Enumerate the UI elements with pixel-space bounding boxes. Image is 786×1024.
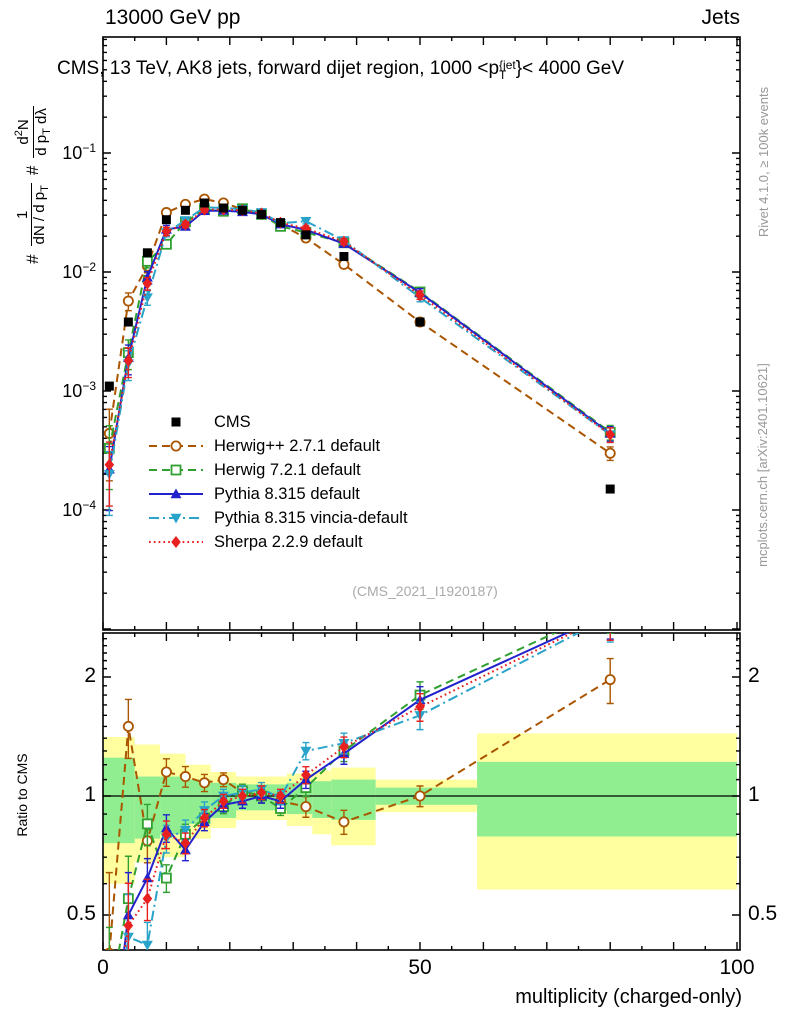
analysis-reference: (CMS_2021_I1920187) <box>352 583 498 599</box>
mcplots-watermark: mcplots.cern.ch [arXiv:2401.10621] <box>754 363 770 567</box>
x-axis-title: multiplicity (charged-only) <box>515 986 742 1008</box>
pythia-default-marker-icon <box>149 488 203 499</box>
legend-item-herwig7: Herwig 7.2.1 default <box>148 460 408 480</box>
ratio-tick-2-left: 2 <box>84 664 96 687</box>
cms-marker-icon <box>171 417 181 427</box>
plot-title: CMS, 13 TeV, AK8 jets, forward dijet reg… <box>57 58 625 82</box>
main-y-axis-label: # 1 dN / d pT # d2N d pT dλ <box>5 35 61 335</box>
rivet-version-watermark: Rivet 4.1.0, ≥ 100k events <box>755 86 771 238</box>
hash-symbol: # <box>23 254 42 264</box>
ytick-1e-2: 10−2 <box>62 260 96 282</box>
xtick-50: 50 <box>408 956 432 979</box>
ytick-1e-1: 10−1 <box>62 141 96 163</box>
legend: CMS Herwig++ 2.7.1 default Herwig 7.2.1 … <box>148 412 408 552</box>
sherpa-marker-icon <box>149 536 203 548</box>
frac1-numerator: 1 <box>14 183 33 247</box>
legend-label: Herwig++ 2.7.1 default <box>214 436 381 455</box>
ratio-tick-1-right: 1 <box>748 783 760 806</box>
ratio-tick-05-left: 0.5 <box>66 902 96 925</box>
ratio-tick-05-right: 0.5 <box>748 902 778 925</box>
legend-item-herwigpp: Herwig++ 2.7.1 default <box>148 436 408 456</box>
ratio-tick-1-left: 1 <box>84 783 96 806</box>
ratio-y-axis-label: Ratio to CMS <box>14 753 30 837</box>
legend-item-pythia-vincia: Pythia 8.315 vincia-default <box>148 508 408 528</box>
pythia-vincia-marker-icon <box>149 513 203 524</box>
plot-title-text: CMS, 13 TeV, AK8 jets, forward dijet reg… <box>57 58 500 79</box>
legend-item-sherpa: Sherpa 2.2.9 default <box>148 532 408 552</box>
hash-symbol: # <box>23 165 42 176</box>
xtick-0: 0 <box>97 956 109 979</box>
pt-jet-sup: {jet <box>499 58 516 73</box>
legend-label: Sherpa 2.2.9 default <box>214 532 363 551</box>
legend-item-cms: CMS <box>148 412 408 432</box>
process-label: Jets <box>701 6 740 29</box>
ytick-1e-3: 10−3 <box>62 379 96 401</box>
frac-1-over-dndpt: 1 dN / d pT <box>14 183 52 247</box>
legend-label: Herwig 7.2.1 default <box>214 460 361 479</box>
ratio-tick-2-right: 2 <box>748 664 760 687</box>
herwigpp-marker-icon <box>149 440 203 452</box>
beam-energy-label: 13000 GeV pp <box>105 6 241 29</box>
plot-title-tail: }< 4000 GeV <box>515 58 625 79</box>
pt-jet-script: {jet T <box>499 58 516 82</box>
ytick-1e-4: 10−4 <box>62 498 96 520</box>
xtick-100: 100 <box>719 956 755 979</box>
pt-jet-sub: T <box>499 67 507 82</box>
legend-item-pythia-default: Pythia 8.315 default <box>148 484 408 504</box>
legend-label: CMS <box>214 412 251 431</box>
frac1-denominator: dN / d pT <box>31 185 52 245</box>
herwig7-marker-icon <box>149 464 203 476</box>
frac2-numerator: d2N <box>13 106 34 158</box>
legend-label: Pythia 8.315 vincia-default <box>214 508 408 527</box>
legend-label: Pythia 8.315 default <box>214 484 360 503</box>
